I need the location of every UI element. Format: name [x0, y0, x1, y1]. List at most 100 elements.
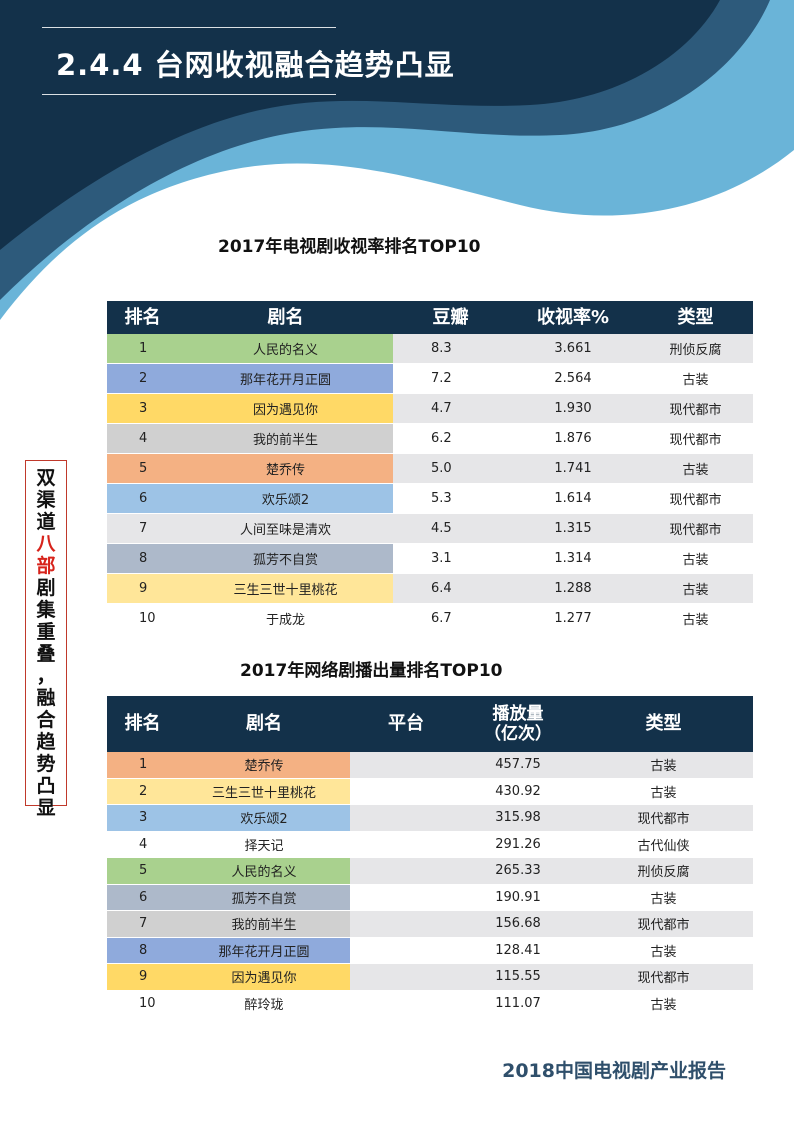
plays-cell: 111.07: [462, 990, 574, 1017]
column-header-rank: 排名: [107, 301, 178, 334]
column-header-plays: 播放量 （亿次）: [462, 696, 574, 752]
table-row: 7 我的前半生 156.68 现代都市: [107, 910, 753, 938]
platform-cell: [350, 884, 462, 911]
table-row: 5 楚乔传 5.0 1.741 古装: [107, 453, 753, 484]
rating-cell: 1.314: [508, 543, 638, 574]
rating-cell: 1.876: [508, 423, 638, 454]
side-note-char: 渠: [36, 489, 56, 511]
side-note-char: 凸: [36, 775, 56, 797]
table-row: 3 因为遇见你 4.7 1.930 现代都市: [107, 393, 753, 424]
title-cell: 欢乐颂2: [178, 804, 350, 832]
column-header-douban: 豆瓣: [393, 301, 508, 334]
table-row: 5 人民的名义 265.33 刑侦反腐: [107, 857, 753, 885]
table-row: 9 三生三世十里桃花 6.4 1.288 古装: [107, 573, 753, 604]
platform-cell: [350, 752, 462, 779]
table-row: 8 孤芳不自赏 3.1 1.314 古装: [107, 543, 753, 574]
platform-cell: [350, 857, 462, 885]
genre-cell: 古代仙侠: [574, 831, 753, 858]
genre-cell: 古装: [574, 752, 753, 779]
table-row: 10 于成龙 6.7 1.277 古装: [107, 603, 753, 634]
plays-cell: 265.33: [462, 857, 574, 885]
genre-cell: 刑侦反腐: [638, 334, 753, 364]
rank-cell: 6: [107, 884, 178, 911]
side-note-char: 融: [36, 687, 56, 709]
title-cell: 欢乐颂2: [178, 483, 393, 514]
rank-cell: 7: [107, 910, 178, 938]
side-note-char: 双: [36, 467, 56, 489]
rank-cell: 3: [107, 804, 178, 832]
side-note-char: 道: [36, 511, 56, 533]
plays-cell: 190.91: [462, 884, 574, 911]
genre-cell: 古装: [574, 937, 753, 964]
side-note-char: 叠: [36, 643, 56, 665]
column-header-genre: 类型: [574, 696, 753, 752]
platform-cell: [350, 778, 462, 805]
genre-cell: 现代都市: [638, 423, 753, 454]
column-header-name: 剧名: [178, 696, 350, 752]
header-wave-graphic: [0, 0, 794, 320]
rank-cell: 3: [107, 393, 178, 424]
genre-cell: 现代都市: [574, 804, 753, 832]
rank-cell: 8: [107, 937, 178, 964]
platform-cell: [350, 990, 462, 1017]
table-row: 4 我的前半生 6.2 1.876 现代都市: [107, 423, 753, 454]
genre-cell: 古装: [638, 603, 753, 634]
side-note-char: 剧: [36, 577, 56, 599]
title-rule-bottom: [42, 94, 336, 95]
column-header-rating: 收视率%: [508, 301, 638, 334]
title-cell: 人民的名义: [178, 334, 393, 364]
genre-cell: 古装: [638, 363, 753, 394]
title-cell: 我的前半生: [178, 910, 350, 938]
platform-cell: [350, 910, 462, 938]
side-note-char: 显: [36, 797, 56, 819]
douban-score-cell: 6.7: [393, 603, 508, 634]
title-cell: 那年花开月正圆: [178, 363, 393, 394]
title-rule-top: [42, 27, 336, 28]
title-cell: 人民的名义: [178, 857, 350, 885]
rank-cell: 6: [107, 483, 178, 514]
genre-cell: 古装: [574, 884, 753, 911]
rating-cell: 1.288: [508, 573, 638, 604]
report-footer: 2018中国电视剧产业报告: [502, 1060, 726, 1082]
rating-cell: 1.741: [508, 453, 638, 484]
table-row: 3 欢乐颂2 315.98 现代都市: [107, 804, 753, 832]
rank-cell: 9: [107, 573, 178, 604]
side-note-char: 集: [36, 599, 56, 621]
web-plays-table: 排名 剧名 平台 播放量 （亿次） 类型 1 楚乔传 457.75 古装 2 三生三世十里…: [107, 696, 753, 1017]
douban-score-cell: 8.3: [393, 334, 508, 364]
rank-cell: 2: [107, 778, 178, 805]
douban-score-cell: 4.7: [393, 393, 508, 424]
genre-cell: 古装: [574, 990, 753, 1017]
column-header-name: 剧名: [178, 301, 393, 334]
plays-cell: 315.98: [462, 804, 574, 832]
side-note-char: 重: [36, 621, 56, 643]
table-row: 10 醉玲珑 111.07 古装: [107, 990, 753, 1017]
rank-cell: 10: [107, 990, 178, 1017]
title-cell: 三生三世十里桃花: [178, 573, 393, 604]
plays-cell: 430.92: [462, 778, 574, 805]
platform-cell: [350, 963, 462, 991]
rank-cell: 5: [107, 453, 178, 484]
tv-ratings-table: 排名 剧名 豆瓣 收视率% 类型 1 人民的名义 8.3 3.661 刑侦反腐 2 那年花开…: [107, 301, 753, 634]
genre-cell: 现代都市: [638, 483, 753, 514]
rank-cell: 5: [107, 857, 178, 885]
genre-cell: 现代都市: [638, 513, 753, 544]
rank-cell: 1: [107, 334, 178, 364]
douban-score-cell: 6.4: [393, 573, 508, 604]
plays-cell: 457.75: [462, 752, 574, 779]
column-header-platform: 平台: [350, 696, 462, 752]
title-cell: 人间至味是清欢: [178, 513, 393, 544]
title-cell: 醉玲珑: [178, 990, 350, 1017]
side-note-char: 八: [36, 533, 56, 555]
plays-cell: 128.41: [462, 937, 574, 964]
douban-score-cell: 5.3: [393, 483, 508, 514]
genre-cell: 现代都市: [574, 910, 753, 938]
plays-cell: 115.55: [462, 963, 574, 991]
plays-cell: 291.26: [462, 831, 574, 858]
title-cell: 因为遇见你: [178, 393, 393, 424]
side-note-box: 双渠道八部剧集重叠，融合趋势凸显: [25, 460, 67, 819]
table-row: 1 人民的名义 8.3 3.661 刑侦反腐: [107, 334, 753, 364]
douban-score-cell: 5.0: [393, 453, 508, 484]
rank-cell: 2: [107, 363, 178, 394]
genre-cell: 现代都市: [638, 393, 753, 424]
